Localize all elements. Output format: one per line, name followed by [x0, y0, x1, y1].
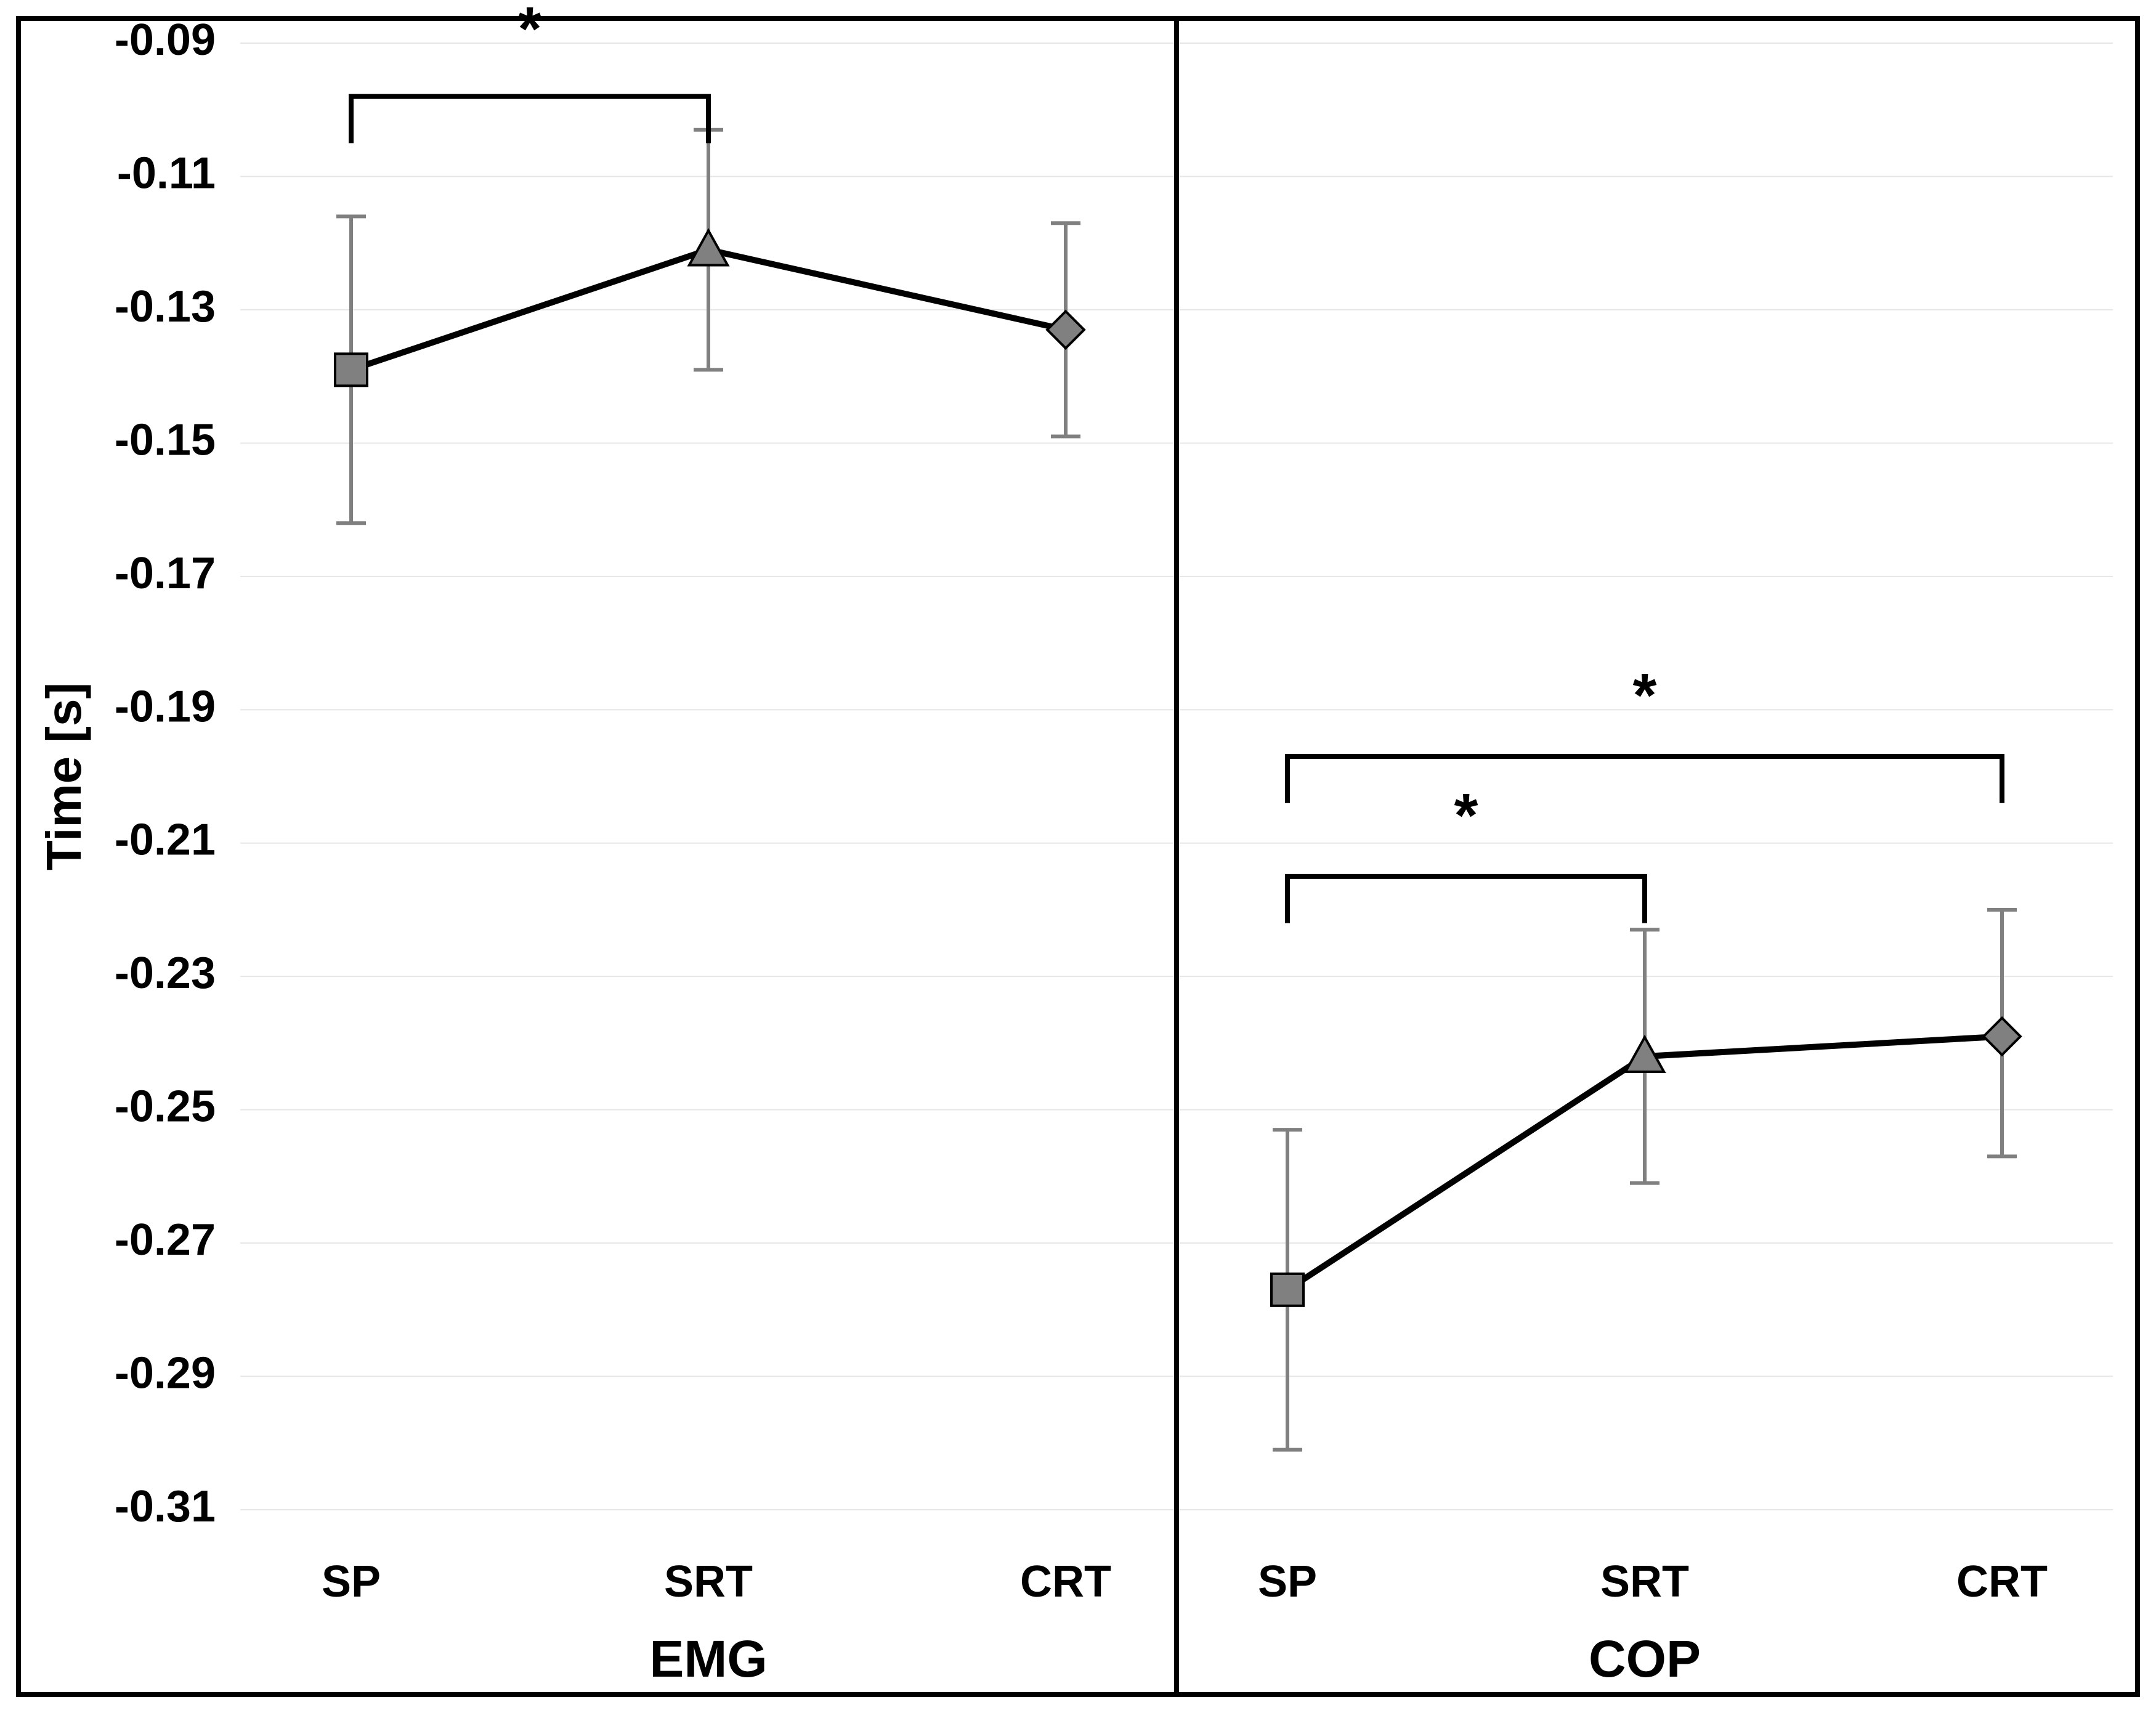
- y-tick-label: -0.17: [115, 549, 216, 598]
- panel-title: EMG: [649, 1630, 767, 1688]
- y-tick-label: -0.27: [115, 1215, 216, 1265]
- y-tick-label: -0.31: [115, 1482, 216, 1531]
- y-tick-label: -0.23: [115, 949, 216, 998]
- x-tick-label: CRT: [1020, 1557, 1111, 1606]
- significance-star: *: [518, 0, 542, 63]
- data-marker: [1271, 1274, 1303, 1306]
- y-axis-title: Time [s]: [36, 682, 91, 870]
- y-tick-label: -0.21: [115, 816, 216, 865]
- y-tick-label: -0.15: [115, 415, 216, 464]
- y-tick-label: -0.29: [115, 1349, 216, 1398]
- y-tick-label: -0.11: [117, 148, 216, 198]
- x-tick-label: SP: [1258, 1557, 1317, 1606]
- y-tick-label: -0.19: [115, 682, 216, 731]
- significance-star: *: [1633, 661, 1657, 730]
- x-tick-label: SRT: [664, 1557, 753, 1606]
- x-tick-label: SP: [322, 1557, 381, 1606]
- panel-title: COP: [1589, 1630, 1701, 1688]
- figure-container: -0.09 -0.11 -0.13 -0.15 -0.17 -0.19 -0.21 -0.23…: [0, 0, 2156, 1713]
- x-tick-label: SRT: [1600, 1557, 1689, 1606]
- significance-star: *: [1454, 781, 1478, 850]
- data-marker: [335, 354, 367, 386]
- y-tick-label: -0.13: [115, 282, 216, 331]
- x-tick-label: CRT: [1956, 1557, 2048, 1606]
- chart-svg: -0.09 -0.11 -0.13 -0.15 -0.17 -0.19 -0.21 -0.23…: [0, 0, 2156, 1713]
- y-tick-label: -0.09: [115, 15, 216, 65]
- y-tick-label: -0.25: [115, 1082, 216, 1132]
